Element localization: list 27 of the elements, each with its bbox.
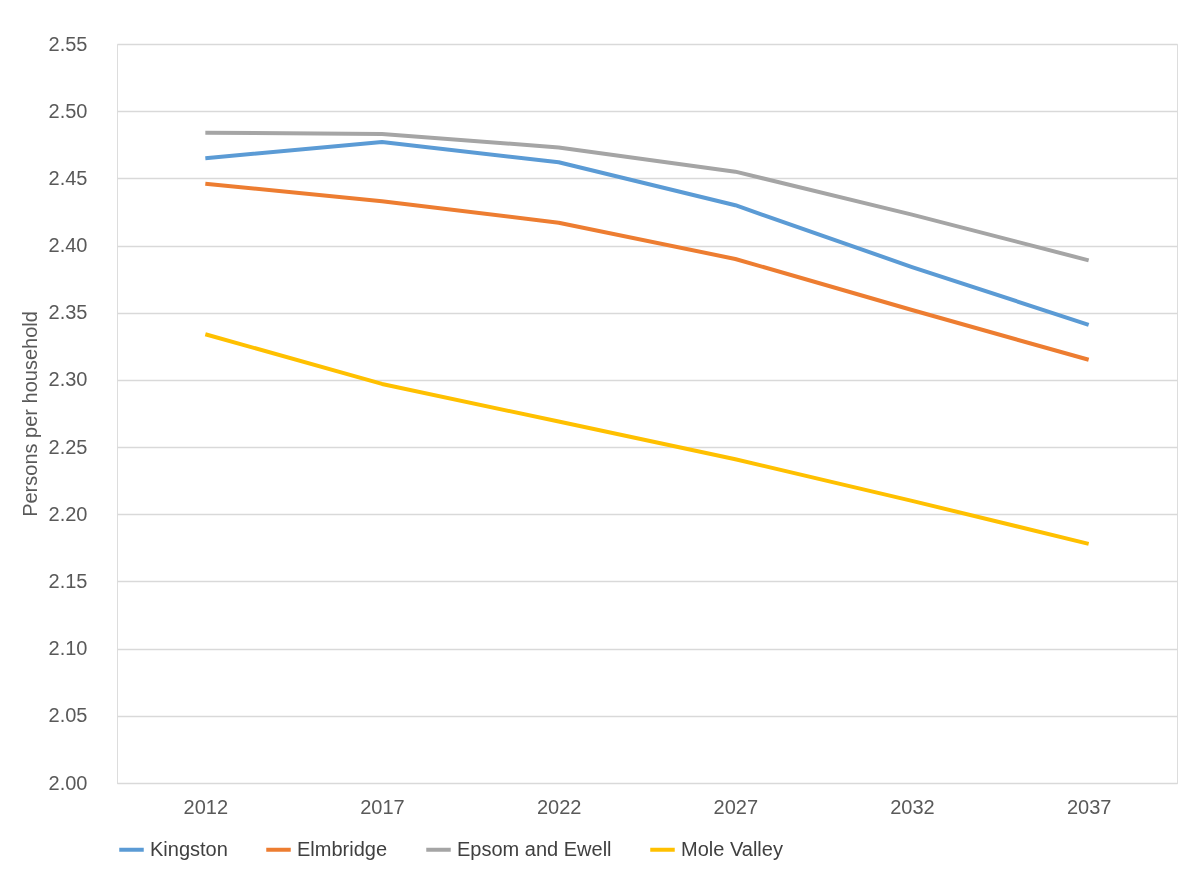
- line-series: [203, 130, 1091, 263]
- y-tick-label: 2.40: [48, 234, 88, 257]
- line-series: [203, 140, 1091, 327]
- y-tick-label: 2.30: [48, 368, 88, 391]
- y-tick-label: 2.55: [48, 32, 88, 55]
- legend-label: Epsom and Ewell: [457, 837, 612, 860]
- x-tick-label: 2027: [713, 795, 759, 818]
- x-tick-label: 2012: [183, 795, 229, 818]
- y-axis-title: Persons per household: [18, 311, 41, 517]
- y-tick-label: 2.25: [48, 435, 88, 458]
- y-tick-label: 2.50: [48, 99, 88, 122]
- y-tick-label: 2.00: [48, 771, 88, 794]
- y-tick-label: 2.35: [48, 301, 88, 324]
- line-series: [203, 332, 1091, 546]
- legend-label: Mole Valley: [681, 837, 783, 860]
- legend-label: Kingston: [150, 837, 228, 860]
- line-series: [203, 181, 1091, 362]
- legend-label: Elmbridge: [297, 837, 388, 860]
- y-tick-label: 2.05: [48, 704, 88, 727]
- x-tick-label: 2032: [890, 795, 935, 818]
- y-tick-label: 2.20: [48, 502, 88, 525]
- y-tick-label: 2.45: [48, 166, 88, 189]
- y-tick-label: 2.10: [48, 637, 88, 660]
- x-tick-label: 2017: [360, 795, 405, 818]
- x-tick-label: 2022: [536, 795, 582, 818]
- x-tick-label: 2037: [1066, 795, 1112, 818]
- y-tick-label: 2.15: [48, 569, 88, 592]
